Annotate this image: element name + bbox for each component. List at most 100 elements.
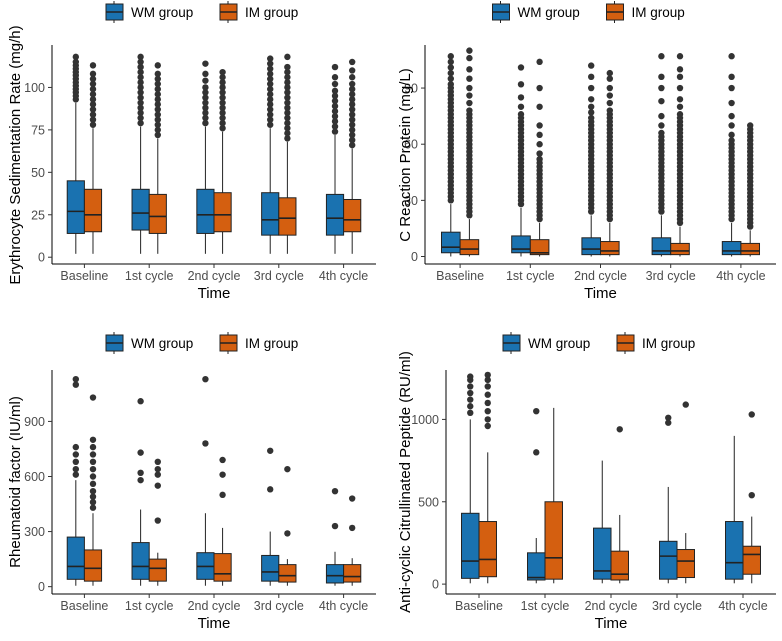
outlier-point bbox=[348, 116, 356, 123]
outlier-point bbox=[587, 96, 595, 103]
box bbox=[600, 241, 620, 256]
wm-box-3rd-cycle bbox=[261, 55, 280, 254]
outlier-point bbox=[284, 74, 291, 81]
outlier-point bbox=[467, 396, 474, 403]
outlier-point bbox=[154, 131, 161, 139]
y-tick-label: 100 bbox=[24, 81, 45, 95]
outlier-point bbox=[484, 391, 491, 398]
outlier-point bbox=[267, 65, 274, 72]
outlier-point bbox=[137, 94, 144, 101]
outlier-point bbox=[284, 94, 291, 101]
outlier-point bbox=[331, 63, 339, 71]
outlier-point bbox=[517, 64, 525, 71]
outlier-point bbox=[89, 493, 97, 500]
outlier-point bbox=[137, 74, 144, 81]
outlier-point bbox=[587, 109, 595, 116]
outlier-point bbox=[72, 58, 80, 66]
outlier-point bbox=[517, 111, 525, 118]
box bbox=[213, 553, 232, 582]
outlier-point bbox=[466, 84, 473, 92]
outlier-point bbox=[748, 491, 755, 499]
outlier-point bbox=[89, 443, 97, 451]
outlier-point bbox=[154, 96, 161, 103]
legend-im-key bbox=[616, 332, 635, 354]
outlier-point bbox=[219, 68, 226, 76]
panel-2: WM group IM group 0 30 60 90 Baseline 1st cycle… bbox=[397, 1, 776, 302]
box bbox=[544, 501, 563, 580]
outlier-point bbox=[154, 62, 161, 69]
outlier-point bbox=[284, 130, 291, 137]
outlier-point bbox=[728, 112, 735, 120]
box bbox=[261, 192, 280, 236]
outlier-point bbox=[676, 84, 684, 92]
outlier-point bbox=[202, 114, 209, 122]
wm-box-4th-cycle bbox=[725, 435, 744, 584]
x-tick-label: Baseline bbox=[60, 599, 108, 613]
box bbox=[66, 536, 85, 580]
legend: WM group IM group bbox=[105, 332, 298, 354]
x-axis-title: Time bbox=[584, 285, 617, 302]
wm-box-4th-cycle bbox=[325, 487, 345, 586]
outlier-point bbox=[331, 123, 339, 130]
outlier-point bbox=[658, 73, 665, 81]
outlier-point bbox=[267, 486, 274, 493]
box bbox=[325, 193, 345, 236]
outlier-point bbox=[89, 487, 97, 495]
outlier-point bbox=[517, 94, 525, 101]
outlier-point bbox=[72, 451, 80, 458]
outlier-point bbox=[154, 458, 161, 466]
y-tick-label: 30 bbox=[404, 194, 418, 208]
outlier-point bbox=[284, 530, 291, 537]
outlier-point bbox=[466, 47, 473, 54]
outlier-point bbox=[89, 75, 97, 83]
legend-im-key bbox=[219, 332, 238, 354]
outlier-point bbox=[466, 66, 473, 73]
outlier-point bbox=[447, 75, 454, 82]
outlier-point bbox=[202, 119, 209, 127]
outlier-point bbox=[616, 426, 623, 433]
y-tick-label: 0 bbox=[38, 580, 45, 594]
outlier-point bbox=[267, 60, 274, 67]
outlier-point bbox=[267, 447, 274, 454]
im-box-3rd-cycle bbox=[278, 465, 297, 586]
outlier-point bbox=[658, 84, 665, 92]
outlier-point bbox=[536, 58, 543, 66]
legend-im-key bbox=[219, 1, 238, 23]
outlier-point bbox=[202, 70, 209, 78]
im-box-4th-cycle bbox=[740, 122, 761, 257]
x-tick-label: 1st cycle bbox=[125, 269, 174, 283]
outlier-point bbox=[89, 111, 97, 118]
outlier-point bbox=[202, 99, 209, 106]
wm-box-2nd-cycle bbox=[196, 375, 215, 586]
outlier-point bbox=[606, 69, 614, 77]
outlier-point bbox=[348, 524, 356, 532]
outlier-point bbox=[606, 92, 614, 99]
y-tick-label: 600 bbox=[24, 470, 45, 484]
outlier-point bbox=[267, 111, 274, 118]
wm-box-baseline bbox=[66, 375, 85, 586]
outlier-point bbox=[89, 62, 97, 69]
outlier-point bbox=[202, 375, 209, 383]
box bbox=[83, 188, 103, 233]
outlier-point bbox=[447, 69, 454, 77]
box bbox=[343, 198, 362, 233]
wm-box-1st-cycle bbox=[527, 407, 546, 584]
outlier-point bbox=[219, 79, 226, 86]
outlier-point bbox=[467, 389, 474, 397]
box bbox=[742, 545, 761, 575]
outlier-point bbox=[484, 371, 491, 379]
outlier-point bbox=[606, 84, 614, 92]
box bbox=[725, 521, 744, 580]
y-tick-label: 0 bbox=[411, 250, 418, 264]
outlier-point bbox=[533, 449, 540, 456]
y-tick-label: 300 bbox=[24, 525, 45, 539]
outlier-point bbox=[137, 119, 144, 127]
outlier-point bbox=[536, 103, 543, 110]
outlier-point bbox=[331, 80, 339, 88]
outlier-point bbox=[728, 137, 735, 144]
x-tick-label: 4th cycle bbox=[319, 599, 368, 613]
outlier-point bbox=[728, 122, 735, 129]
outlier-point bbox=[284, 109, 291, 117]
outlier-point bbox=[219, 456, 226, 464]
